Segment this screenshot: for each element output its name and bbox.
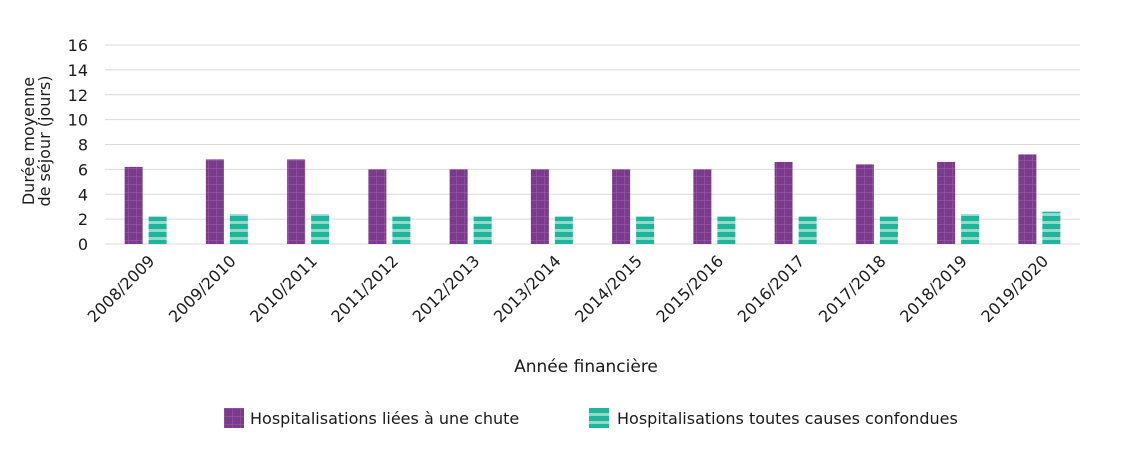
- y-axis-ticks: 0 2 4 6 8 10 12 14 16: [68, 36, 88, 254]
- bar-all-causes: [798, 216, 817, 244]
- bar-falls: [693, 169, 712, 244]
- x-axis-title: Année financière: [514, 357, 658, 377]
- x-tick-label: 2019/2020: [977, 251, 1052, 326]
- x-tick-label: 2008/2009: [84, 251, 159, 326]
- bar-all-causes: [636, 216, 655, 244]
- x-tick-label: 2017/2018: [815, 251, 890, 326]
- legend: Hospitalisations liées à une chute Hospi…: [224, 408, 958, 428]
- bar-falls: [612, 169, 631, 244]
- bar-all-causes: [392, 216, 411, 244]
- legend-label-all-causes: Hospitalisations toutes causes confondue…: [617, 409, 958, 428]
- x-tick-label: 2010/2011: [246, 251, 321, 326]
- y-tick-label: 2: [78, 210, 88, 229]
- y-tick-label: 0: [78, 235, 88, 254]
- bar-falls: [774, 161, 793, 244]
- x-tick-label: 2013/2014: [490, 251, 565, 326]
- y-tick-label: 4: [78, 185, 88, 204]
- legend-label-falls: Hospitalisations liées à une chute: [250, 409, 519, 428]
- x-axis-ticks: 2008/2009 2009/2010 2010/2011 2011/2012 2012…: [84, 251, 1053, 326]
- x-tick-label: 2014/2015: [571, 251, 646, 326]
- bar-falls: [205, 159, 224, 244]
- bar-falls: [449, 169, 468, 244]
- y-tick-label: 14: [68, 61, 88, 80]
- bar-falls: [1018, 154, 1037, 244]
- bar-all-causes: [473, 216, 492, 244]
- gridlines: [105, 44, 1080, 245]
- x-tick-label: 2015/2016: [652, 251, 727, 326]
- bar-all-causes: [311, 214, 330, 244]
- bar-falls: [124, 166, 143, 244]
- bar-falls: [530, 169, 549, 244]
- x-tick-label: 2012/2013: [409, 251, 484, 326]
- y-tick-label: 8: [78, 136, 88, 155]
- y-axis-title: Durée moyenne de séjour (jours): [19, 75, 54, 206]
- bar-falls: [855, 164, 874, 244]
- bar-all-causes: [879, 216, 898, 244]
- legend-swatch-all-causes: [589, 408, 609, 428]
- bar-all-causes: [148, 216, 167, 244]
- bar-all-causes: [1042, 211, 1061, 244]
- bar-falls: [368, 169, 387, 244]
- legend-item-falls: Hospitalisations liées à une chute: [224, 408, 519, 428]
- x-tick-label: 2011/2012: [327, 251, 402, 326]
- y-tick-label: 10: [68, 111, 88, 130]
- y-axis-title-line-1: Durée moyenne: [19, 77, 38, 205]
- legend-swatch-falls: [224, 408, 244, 428]
- bar-falls: [937, 161, 956, 244]
- y-tick-label: 6: [78, 160, 88, 179]
- y-tick-label: 12: [68, 86, 88, 105]
- x-tick-label: 2016/2017: [734, 251, 809, 326]
- legend-item-all-causes: Hospitalisations toutes causes confondue…: [589, 408, 958, 428]
- y-tick-label: 16: [68, 36, 88, 55]
- x-tick-label: 2018/2019: [896, 251, 971, 326]
- bar-all-causes: [229, 214, 248, 244]
- bar-falls: [287, 159, 306, 244]
- bars: [124, 154, 1061, 244]
- bar-all-causes: [961, 214, 980, 244]
- x-tick-label: 2009/2010: [165, 251, 240, 326]
- y-axis-title-line-2: de séjour (jours): [35, 75, 54, 206]
- bar-all-causes: [717, 216, 736, 244]
- bar-all-causes: [554, 216, 573, 244]
